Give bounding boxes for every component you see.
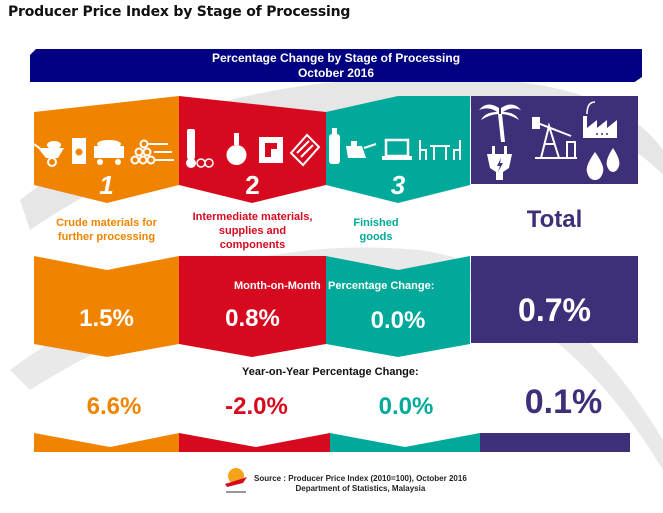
stage-1-number: 1: [99, 170, 114, 200]
total-bottom-strip: [480, 433, 630, 452]
stage-2-number: 2: [245, 170, 260, 200]
wood-plank-icon: [289, 133, 321, 167]
total-yoy-value: 0.1%: [524, 383, 603, 421]
banner-title: Percentage Change by Stage of Processing: [211, 51, 461, 65]
water-drops-icon: [586, 148, 620, 180]
source-line-2: Department of Statistics, Malaysia: [295, 484, 426, 493]
intermediate-yoy-value: -2.0%: [225, 393, 288, 420]
oil-can-icon: [346, 141, 377, 158]
page-title: Producer Price Index by Stage of Process…: [8, 4, 351, 20]
stage-2-label-line: Intermediate materials,: [192, 211, 313, 223]
intermediate-top-panel: [179, 96, 326, 203]
flask-icon: [226, 133, 247, 165]
dosm-logo-icon: [225, 468, 247, 493]
factory-icon: [583, 101, 617, 138]
crude-mom-panel: [34, 256, 179, 357]
total-label: Total: [526, 206, 583, 233]
stage-1-label-line: further processing: [57, 231, 156, 243]
crude-yoy-value: 6.6%: [86, 393, 142, 420]
palm-tree-icon: [479, 104, 521, 142]
stage-3-label: Finished goods: [336, 216, 416, 244]
banner-period: October 2016: [297, 66, 375, 80]
source-note: Source : Producer Price Index (2010=100)…: [254, 474, 467, 494]
intermediate-mom-value: 0.8%: [225, 305, 280, 332]
crude-icons: [33, 138, 174, 167]
cooking-oil-bottle-icon: [329, 128, 340, 164]
finished-bottom-strip: [330, 433, 480, 452]
intermediate-bottom-strip: [179, 433, 330, 452]
timber-logs-icon: [130, 139, 174, 165]
total-mom-panel: [471, 256, 638, 343]
stage-3-number: 3: [390, 170, 406, 200]
mom-label-part1: Month-on-Month: [234, 280, 321, 292]
intermediate-icons: [186, 129, 321, 168]
stage-2-label-line: supplies and: [218, 225, 287, 237]
finished-mom-panel: [326, 256, 470, 357]
table-chairs-icon: [419, 140, 461, 160]
circuit-board-icon: [259, 137, 283, 163]
stage-3-label-line: Finished: [353, 217, 399, 229]
power-plug-icon: [487, 146, 512, 180]
laptop-icon: [382, 138, 412, 160]
intermediate-mom-panel: [179, 256, 326, 357]
yoy-label: Year-on-Year Percentage Change:: [242, 366, 419, 378]
bottle-and-coins-icon: [186, 129, 214, 168]
finished-yoy-value: 0.0%: [378, 393, 434, 420]
total-mom-value: 0.7%: [518, 292, 591, 328]
finished-top-panel: [326, 96, 470, 203]
stage-2-label-line: components: [219, 239, 286, 251]
wheelbarrow-icon: [33, 141, 64, 167]
stage-1-label-line: Crude materials for: [56, 217, 157, 229]
oil-barrel-icon: [72, 138, 86, 164]
mine-cart-icon: [94, 140, 124, 165]
total-icons: [479, 101, 620, 180]
oil-pump-icon: [532, 117, 577, 159]
crude-bottom-strip: [34, 433, 179, 452]
stage-3-label-line: goods: [359, 231, 393, 243]
header-banner: Percentage Change by Stage of Processing…: [30, 49, 642, 82]
finished-mom-value: 0.0%: [370, 307, 426, 334]
stage-2-label: Intermediate materials, supplies and com…: [179, 210, 326, 252]
source-line-1: Source : Producer Price Index (2010=100)…: [254, 474, 467, 483]
stage-1-label: Crude materials for further processing: [34, 216, 179, 244]
mom-label-part2: Percentage Change:: [328, 280, 435, 292]
finished-icons: [329, 128, 461, 164]
crude-mom-value: 1.5%: [79, 305, 134, 332]
